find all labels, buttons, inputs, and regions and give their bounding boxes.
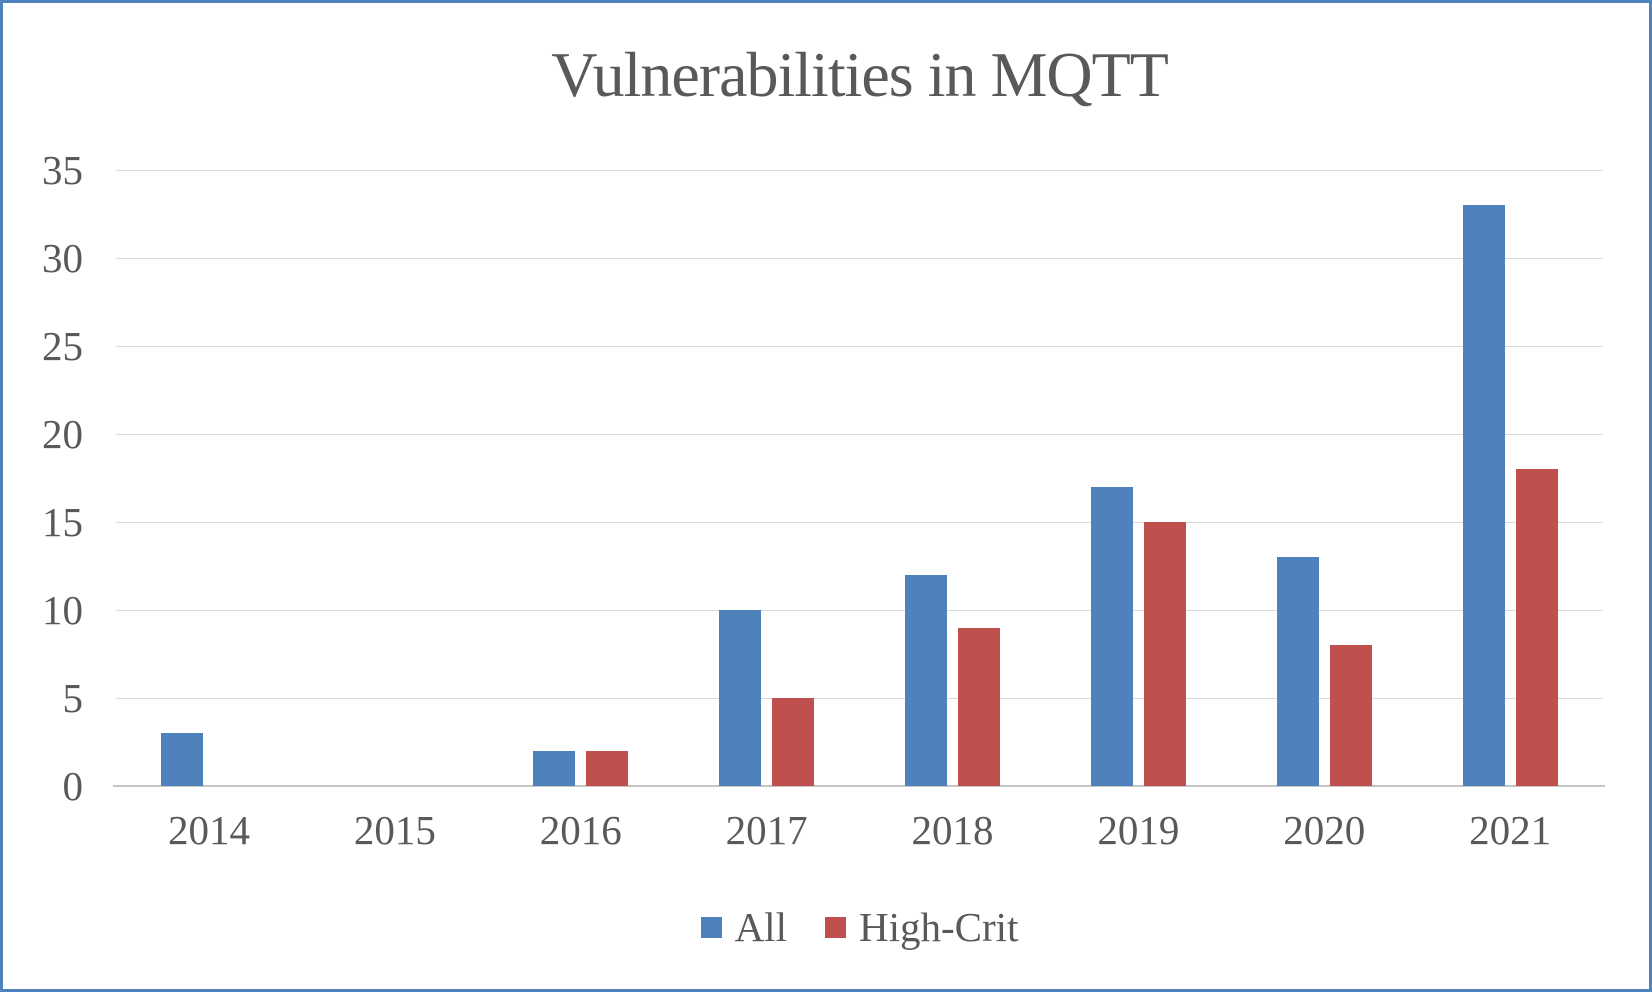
bar-high-crit-2020 [1329, 645, 1372, 786]
bar-high-crit-2019 [1143, 522, 1186, 786]
gridline-y-10 [116, 610, 1603, 611]
y-axis-tick-label-10: 10 [42, 587, 83, 633]
legend-entry-all: All [700, 903, 787, 950]
bar-high-crit-2018 [957, 627, 1000, 786]
x-axis-tick-label-2019: 2019 [1097, 807, 1180, 853]
y-axis-tick-label-30: 30 [42, 235, 83, 281]
bar-all-2019 [1090, 486, 1133, 786]
bar-all-2021 [1462, 205, 1505, 786]
x-axis-tick-label-2020: 2020 [1283, 807, 1366, 853]
gridline-y-5 [116, 698, 1603, 699]
gridline-y-25 [116, 346, 1603, 347]
bar-high-crit-2021 [1515, 469, 1558, 786]
bar-high-crit-2017 [772, 698, 815, 786]
bar-all-2014 [161, 733, 204, 786]
legend-entry-high-crit: High-Crit [824, 903, 1019, 950]
x-axis-tick-label-2018: 2018 [911, 807, 994, 853]
bar-all-2020 [1276, 557, 1319, 786]
bar-all-2018 [904, 574, 947, 786]
gridline-y-15 [116, 522, 1603, 523]
x-axis-tick-label-2016: 2016 [539, 807, 622, 853]
x-axis-tick-label-2021: 2021 [1469, 807, 1552, 853]
y-axis-tick-label-25: 25 [42, 323, 83, 369]
y-axis-tick-label-35: 35 [42, 147, 83, 193]
gridline-y-35 [116, 170, 1603, 171]
x-axis-tick-label-2015: 2015 [353, 807, 436, 853]
legend-swatch-high-crit [824, 916, 846, 938]
x-axis-tick-label-2014: 2014 [167, 807, 250, 853]
gridline-y-20 [116, 434, 1603, 435]
legend-label-high-crit: High-Crit [858, 903, 1019, 950]
gridline-y-30 [116, 258, 1603, 259]
bar-all-2016 [533, 750, 576, 786]
y-axis-tick-label-0: 0 [62, 763, 84, 809]
chart-title: Vulnerabilities in MQTT [551, 39, 1169, 110]
x-axis-line [113, 785, 1605, 787]
y-axis-tick-label-20: 20 [42, 411, 83, 457]
legend: All High-Crit [116, 901, 1603, 953]
legend-label-all: All [734, 903, 787, 950]
legend-swatch-all [700, 916, 722, 938]
bar-high-crit-2016 [586, 750, 629, 786]
y-axis-tick-label-15: 15 [42, 499, 83, 545]
x-axis-tick-label-2017: 2017 [725, 807, 808, 853]
bar-all-2017 [719, 610, 762, 786]
y-axis-tick-label-5: 5 [62, 675, 84, 721]
